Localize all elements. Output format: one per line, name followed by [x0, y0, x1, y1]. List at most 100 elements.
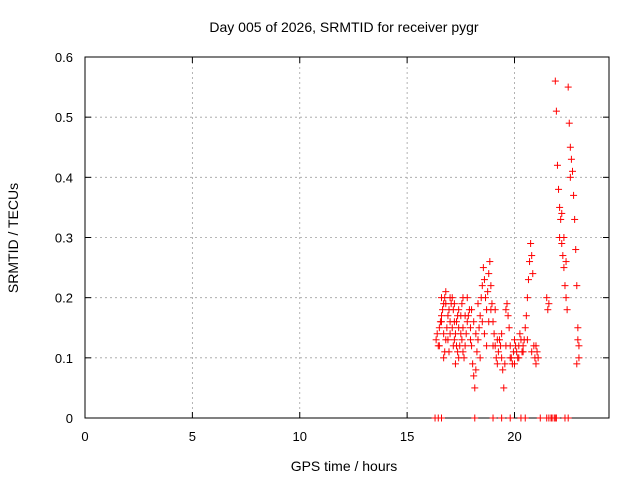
data-point: [468, 342, 476, 350]
data-point: [545, 300, 553, 308]
data-point: [515, 354, 523, 362]
data-point: [478, 318, 486, 326]
data-point: [479, 264, 487, 272]
data-point: [521, 414, 529, 422]
data-point: [562, 294, 570, 302]
data-point: [433, 330, 441, 338]
data-point: [523, 336, 531, 344]
data-point: [493, 360, 501, 368]
data-point: [437, 294, 445, 302]
data-point: [528, 348, 536, 356]
data-point: [493, 336, 501, 344]
y-tick-label: 0.1: [55, 351, 73, 366]
data-point: [574, 324, 582, 332]
data-point: [532, 360, 540, 368]
data-point: [573, 360, 581, 368]
data-point: [446, 330, 454, 338]
x-axis-label: GPS time / hours: [291, 458, 398, 474]
data-point: [471, 414, 479, 422]
data-point: [472, 330, 480, 338]
data-point: [480, 330, 488, 338]
data-point: [476, 354, 484, 362]
data-point: [442, 300, 450, 308]
x-tick-label: 0: [81, 429, 88, 444]
data-point: [571, 215, 579, 223]
data-point: [519, 348, 527, 356]
data-point: [437, 312, 445, 320]
data-point: [567, 155, 575, 163]
y-tick-label: 0: [66, 411, 73, 426]
data-point: [552, 107, 560, 115]
data-point: [450, 300, 458, 308]
data-point: [506, 354, 514, 362]
data-point: [516, 330, 524, 338]
data-point: [575, 342, 583, 350]
data-point: [522, 312, 530, 320]
data-point: [528, 252, 536, 260]
data-point: [470, 318, 478, 326]
y-tick-label: 0.6: [55, 50, 73, 65]
data-point: [557, 215, 565, 223]
data-point: [485, 318, 493, 326]
data-point: [463, 294, 471, 302]
axis-ticks: 0 5 10 15 20 0 0.1 0.2 0.3 0.4 0.5 0.6: [55, 50, 609, 444]
data-point: [503, 300, 511, 308]
data-point: [432, 336, 440, 344]
data-point: [460, 354, 468, 362]
data-point: [474, 300, 482, 308]
y-tick-label: 0.2: [55, 291, 73, 306]
data-point: [519, 342, 527, 350]
data-point: [445, 348, 453, 356]
x-tick-label: 15: [400, 429, 414, 444]
data-point: [544, 306, 552, 314]
data-point: [459, 324, 467, 332]
data-point: [502, 306, 510, 314]
data-point: [564, 83, 572, 91]
data-point: [527, 240, 535, 248]
data-point: [444, 336, 452, 344]
data-point: [485, 270, 493, 278]
data-point: [568, 167, 576, 175]
data-point: [566, 173, 574, 181]
data-point: [553, 161, 561, 169]
data-point: [555, 185, 563, 193]
data-point: [478, 282, 486, 290]
data-point: [463, 318, 471, 326]
data-point: [461, 342, 469, 350]
data-point: [461, 312, 469, 320]
data-point: [437, 318, 445, 326]
data-point: [472, 366, 480, 374]
data-point: [494, 348, 502, 356]
y-tick-label: 0.4: [55, 170, 73, 185]
data-point: [486, 258, 494, 266]
data-point: [469, 360, 477, 368]
data-point: [462, 330, 470, 338]
chart-title: Day 005 of 2026, SRMTID for receiver pyg…: [209, 19, 479, 35]
data-point: [471, 384, 479, 392]
data-point: [440, 354, 448, 362]
data-point: [504, 312, 512, 320]
data-point: [468, 306, 476, 314]
data-point: [498, 354, 506, 362]
data-point: [575, 354, 583, 362]
x-tick-label: 20: [507, 429, 521, 444]
data-point: [551, 77, 559, 85]
data-point: [437, 414, 445, 422]
data-point: [562, 258, 570, 266]
grid: [85, 57, 609, 418]
data-point: [521, 324, 529, 332]
data-point: [511, 336, 519, 344]
data-point: [482, 294, 490, 302]
data-point: [487, 282, 495, 290]
data-point: [448, 324, 456, 332]
data-point: [483, 342, 491, 350]
x-tick-label: 10: [293, 429, 307, 444]
data-point: [442, 288, 450, 296]
data-point: [476, 312, 484, 320]
data-point: [451, 360, 459, 368]
data-point: [559, 252, 567, 260]
y-tick-label: 0.3: [55, 231, 73, 246]
data-point: [556, 203, 564, 211]
data-point: [473, 348, 481, 356]
data-point: [560, 264, 568, 272]
